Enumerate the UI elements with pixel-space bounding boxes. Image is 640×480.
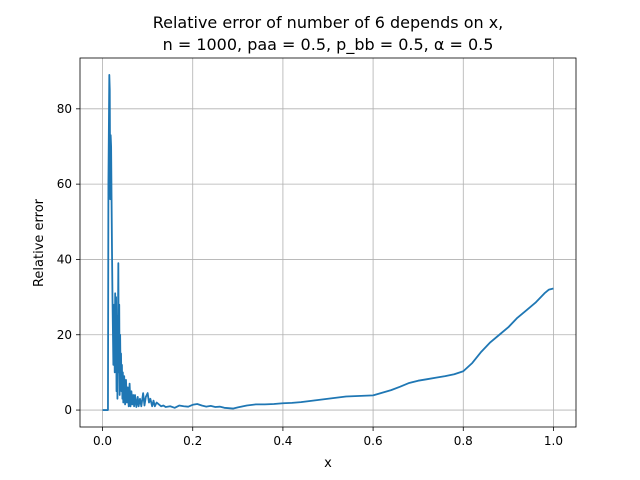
y-tick-label: 40 (57, 252, 72, 266)
x-tick-label: 0.0 (93, 434, 112, 448)
series-line (102, 74, 554, 411)
grid (80, 58, 576, 427)
axis-ticks: 0.0 0.2 0.4 0.6 0.8 1.0 0 20 40 60 80 (57, 102, 563, 448)
y-tick-label: 80 (57, 102, 72, 116)
x-tick-label: 0.6 (364, 434, 383, 448)
chart-title-line-2: n = 1000, paa = 0.5, p_bb = 0.5, α = 0.5 (163, 35, 494, 55)
y-axis-label: Relative error (32, 198, 47, 287)
y-tick-label: 20 (57, 328, 72, 342)
y-tick-label: 60 (57, 177, 72, 191)
x-tick-label: 0.4 (273, 434, 292, 448)
chart-title-line-1: Relative error of number of 6 depends on… (153, 13, 504, 32)
x-tick-label: 0.2 (183, 434, 202, 448)
x-tick-label: 0.8 (454, 434, 473, 448)
x-axis-label: x (324, 456, 332, 471)
y-tick-label: 0 (64, 403, 72, 417)
x-tick-label: 1.0 (544, 434, 563, 448)
axes-frame (79, 57, 577, 428)
